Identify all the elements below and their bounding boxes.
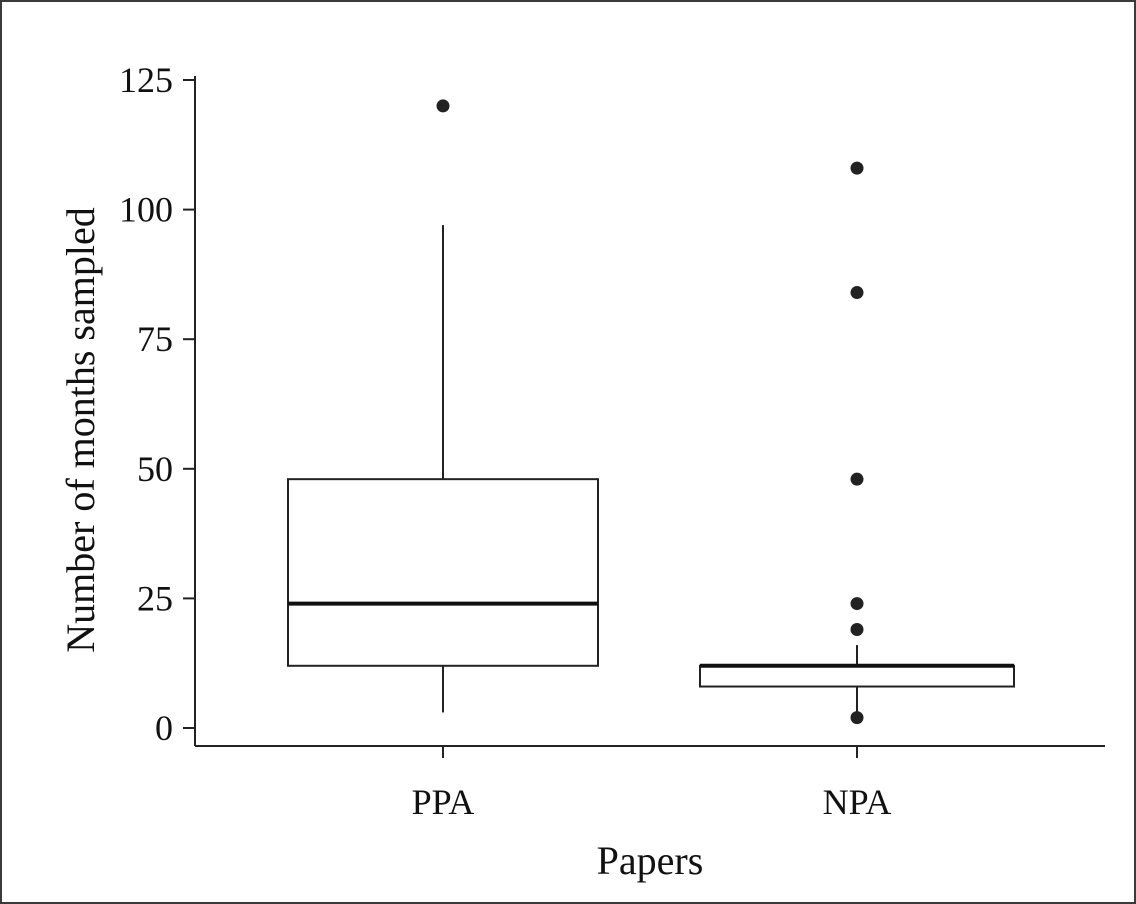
x-tick-label: PPA — [412, 782, 475, 822]
y-tick-label: 0 — [155, 708, 173, 748]
x-ticks-group: PPA NPA — [412, 746, 892, 822]
x-axis-title: Papers — [597, 838, 704, 883]
y-axis-title: Number of months sampled — [58, 207, 103, 653]
boxes-group — [287, 99, 1015, 725]
box-npa — [699, 161, 1015, 725]
outlier-point — [850, 161, 864, 175]
y-tick-label: 75 — [137, 319, 173, 359]
y-tick-label: 100 — [119, 190, 173, 230]
y-tick-label: 25 — [137, 578, 173, 618]
iqr-box — [699, 664, 1015, 688]
y-ticks-group: 0 25 50 75 100 125 — [119, 60, 195, 748]
x-tick-label: NPA — [823, 782, 892, 822]
outlier-point — [850, 286, 864, 300]
y-tick-label: 125 — [119, 60, 173, 100]
outlier-point — [850, 623, 864, 637]
outlier-point — [850, 597, 864, 611]
axes-group — [194, 76, 1105, 747]
y-tick-label: 50 — [137, 449, 173, 489]
box-ppa — [287, 99, 599, 713]
outlier-point — [850, 711, 864, 725]
outlier-point — [436, 99, 450, 113]
iqr-box — [287, 478, 599, 667]
outlier-point — [850, 472, 864, 486]
